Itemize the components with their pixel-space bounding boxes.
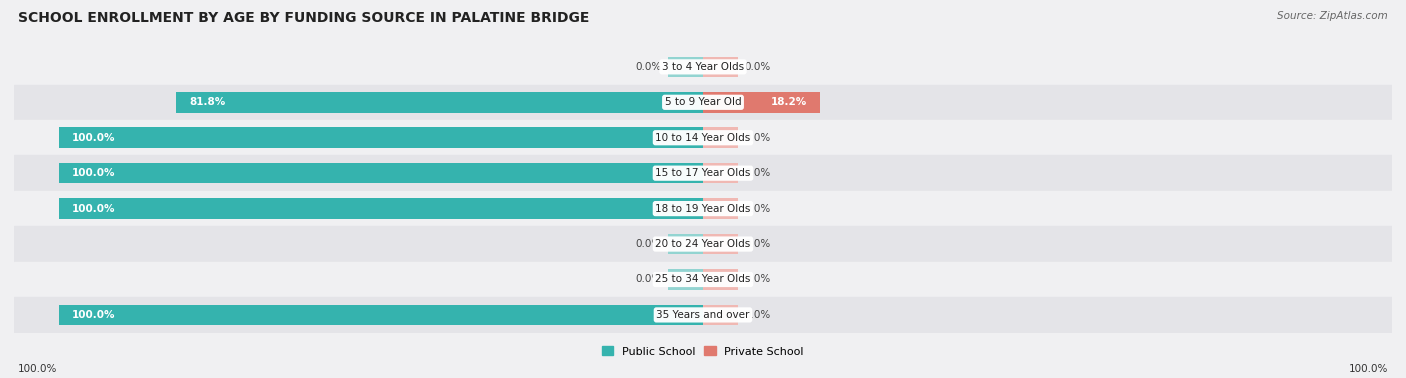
Bar [14, 297, 1392, 333]
Legend: Public School, Private School: Public School, Private School [598, 342, 808, 361]
Bar [703, 234, 738, 254]
Text: 0.0%: 0.0% [745, 133, 770, 143]
Bar [668, 234, 703, 254]
Bar [59, 127, 703, 148]
Text: 20 to 24 Year Olds: 20 to 24 Year Olds [655, 239, 751, 249]
Text: 100.0%: 100.0% [72, 310, 115, 320]
Text: 0.0%: 0.0% [745, 62, 770, 72]
Text: 100.0%: 100.0% [72, 204, 115, 214]
Text: 15 to 17 Year Olds: 15 to 17 Year Olds [655, 168, 751, 178]
Text: 10 to 14 Year Olds: 10 to 14 Year Olds [655, 133, 751, 143]
Bar [703, 163, 738, 183]
Text: 35 Years and over: 35 Years and over [657, 310, 749, 320]
Bar [668, 57, 703, 77]
Bar [703, 198, 738, 219]
Text: 0.0%: 0.0% [636, 239, 661, 249]
Text: 100.0%: 100.0% [72, 133, 115, 143]
Bar [14, 120, 1392, 155]
Bar [14, 49, 1392, 85]
Text: 5 to 9 Year Old: 5 to 9 Year Old [665, 97, 741, 107]
Bar [703, 92, 820, 113]
Bar [668, 269, 703, 290]
Text: 0.0%: 0.0% [745, 310, 770, 320]
Bar [59, 198, 703, 219]
Text: 25 to 34 Year Olds: 25 to 34 Year Olds [655, 274, 751, 285]
Text: 18.2%: 18.2% [770, 97, 807, 107]
Text: Source: ZipAtlas.com: Source: ZipAtlas.com [1277, 11, 1388, 21]
Bar [703, 305, 738, 325]
Text: 0.0%: 0.0% [745, 239, 770, 249]
Text: 3 to 4 Year Olds: 3 to 4 Year Olds [662, 62, 744, 72]
Text: SCHOOL ENROLLMENT BY AGE BY FUNDING SOURCE IN PALATINE BRIDGE: SCHOOL ENROLLMENT BY AGE BY FUNDING SOUR… [18, 11, 589, 25]
Bar [703, 57, 738, 77]
Text: 100.0%: 100.0% [1348, 364, 1388, 374]
Text: 18 to 19 Year Olds: 18 to 19 Year Olds [655, 204, 751, 214]
Text: 0.0%: 0.0% [745, 274, 770, 285]
Text: 0.0%: 0.0% [636, 62, 661, 72]
Text: 0.0%: 0.0% [636, 274, 661, 285]
Bar [14, 262, 1392, 297]
Bar [14, 85, 1392, 120]
Text: 100.0%: 100.0% [72, 168, 115, 178]
Bar [14, 155, 1392, 191]
Bar [176, 92, 703, 113]
Bar [59, 305, 703, 325]
Text: 81.8%: 81.8% [190, 97, 225, 107]
Bar [703, 127, 738, 148]
Bar [14, 226, 1392, 262]
Bar [703, 269, 738, 290]
Bar [14, 191, 1392, 226]
Bar [59, 163, 703, 183]
Text: 0.0%: 0.0% [745, 168, 770, 178]
Text: 0.0%: 0.0% [745, 204, 770, 214]
Text: 100.0%: 100.0% [18, 364, 58, 374]
